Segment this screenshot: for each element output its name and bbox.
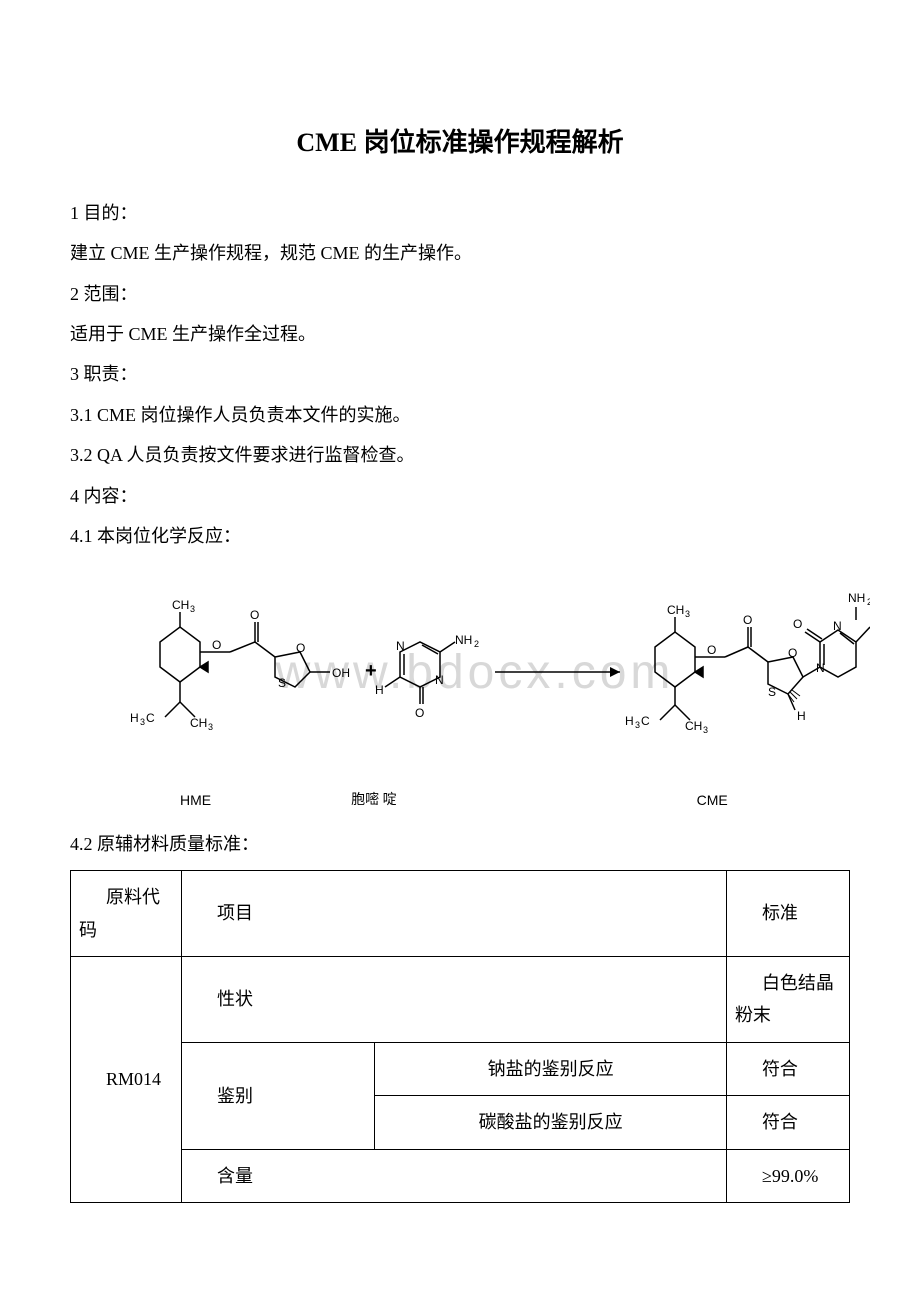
label-cytosine: 胞嘧 啶: [351, 788, 397, 813]
table-row: RM014 性状 白色结晶粉末: [71, 957, 850, 1043]
para-purpose-head: 1 目的：: [70, 197, 850, 229]
para-duty-1: 3.1 CME 岗位操作人员负责本文件的实施。: [70, 399, 850, 431]
svg-text:2: 2: [867, 597, 870, 607]
para-materials-head: 4.2 原辅材料质量标准：: [70, 828, 850, 860]
svg-text:O: O: [250, 608, 259, 622]
chemical-reaction-diagram: www.bdocx.com CH3 H3: [100, 572, 850, 772]
svg-text:H: H: [130, 711, 139, 725]
svg-text:CH: CH: [190, 716, 207, 730]
svg-text:N: N: [435, 673, 444, 687]
table-header-row: 原料代码 项目 标准: [71, 871, 850, 957]
svg-text:S: S: [278, 676, 286, 690]
svg-text:O: O: [415, 706, 424, 720]
svg-text:O: O: [743, 613, 752, 627]
para-content-head: 4 内容：: [70, 480, 850, 512]
svg-text:O: O: [707, 643, 716, 657]
svg-text:H: H: [797, 709, 806, 723]
para-scope-body: 适用于 CME 生产操作全过程。: [70, 318, 850, 350]
chemical-structure-svg: CH3 H3C CH3 O O O S OH + NH2 N N O H: [100, 572, 870, 762]
cell-item-content: 含量: [182, 1149, 727, 1202]
svg-text:O: O: [788, 646, 797, 660]
cell-code-rm014: RM014: [71, 957, 182, 1203]
header-item: 项目: [182, 871, 727, 957]
svg-text:N: N: [816, 661, 825, 675]
svg-text:C: C: [146, 711, 155, 725]
svg-text:NH: NH: [848, 591, 865, 605]
cell-std-sodium: 符合: [726, 1042, 849, 1095]
cell-std-appearance: 白色结晶粉末: [726, 957, 849, 1043]
cell-item-appearance: 性状: [182, 957, 727, 1043]
cell-sub-carbonate: 碳酸盐的鉴别反应: [375, 1096, 727, 1149]
svg-text:2: 2: [474, 639, 479, 649]
svg-text:N: N: [396, 639, 405, 653]
svg-text:NH: NH: [455, 633, 472, 647]
cell-item-identify: 鉴别: [182, 1042, 375, 1149]
svg-text:N: N: [833, 619, 842, 633]
header-standard: 标准: [726, 871, 849, 957]
page-title: CME 岗位标准操作规程解析: [70, 120, 850, 167]
cell-sub-sodium: 钠盐的鉴别反应: [375, 1042, 727, 1095]
label-cme: CME: [697, 788, 728, 813]
para-reaction-head: 4.1 本岗位化学反应：: [70, 520, 850, 552]
svg-text:O: O: [212, 638, 221, 652]
svg-text:CH: CH: [685, 719, 702, 733]
para-scope-head: 2 范围：: [70, 278, 850, 310]
svg-text:3: 3: [703, 725, 708, 735]
svg-text:OH: OH: [332, 666, 350, 680]
cell-std-carbonate: 符合: [726, 1096, 849, 1149]
para-duty-2: 3.2 QA 人员负责按文件要求进行监督检查。: [70, 439, 850, 471]
svg-text:3: 3: [190, 604, 195, 614]
materials-table: 原料代码 项目 标准 RM014 性状 白色结晶粉末 鉴别 钠盐的鉴别反应 符合…: [70, 870, 850, 1203]
svg-text:3: 3: [685, 609, 690, 619]
label-hme: HME: [180, 788, 211, 813]
svg-text:O: O: [793, 617, 802, 631]
para-duty-head: 3 职责：: [70, 358, 850, 390]
svg-text:3: 3: [635, 720, 640, 730]
svg-text:C: C: [641, 714, 650, 728]
table-row: 鉴别 钠盐的鉴别反应 符合: [71, 1042, 850, 1095]
svg-text:3: 3: [140, 717, 145, 727]
svg-text:H: H: [625, 714, 634, 728]
table-row: 含量 ≥99.0%: [71, 1149, 850, 1202]
svg-text:CH: CH: [172, 598, 189, 612]
cell-std-content: ≥99.0%: [726, 1149, 849, 1202]
svg-text:S: S: [768, 685, 776, 699]
svg-text:3: 3: [208, 722, 213, 732]
chemical-labels-row: HME 胞嘧 啶 CME: [100, 788, 850, 813]
header-code: 原料代码: [71, 871, 182, 957]
svg-text:O: O: [296, 641, 305, 655]
para-purpose-body: 建立 CME 生产操作规程，规范 CME 的生产操作。: [70, 237, 850, 269]
svg-text:H: H: [375, 683, 384, 697]
svg-text:+: +: [365, 660, 377, 682]
svg-text:CH: CH: [667, 603, 684, 617]
